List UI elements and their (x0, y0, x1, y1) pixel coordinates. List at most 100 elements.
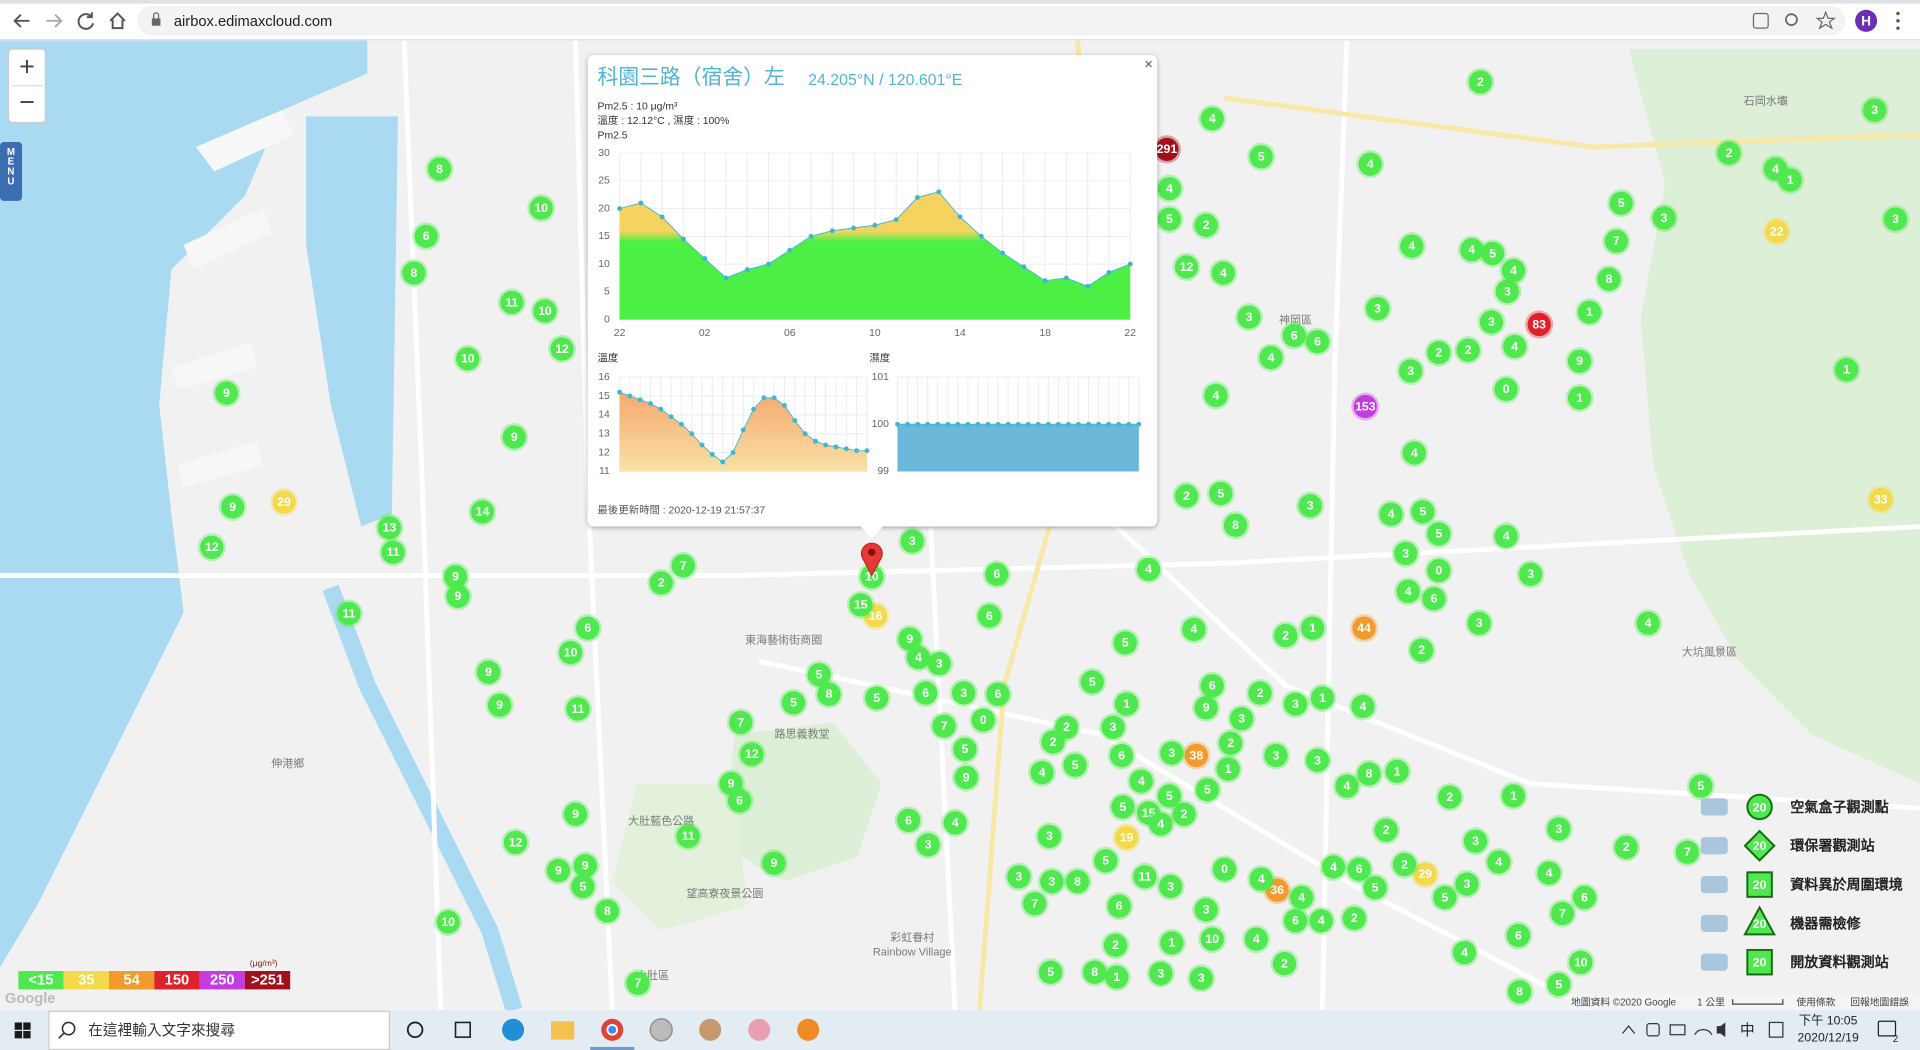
station-marker[interactable] (1374, 818, 1398, 842)
station-marker[interactable] (1479, 310, 1504, 334)
station-marker[interactable] (1200, 674, 1224, 698)
station-marker[interactable] (649, 571, 673, 595)
station-marker[interactable] (1272, 952, 1297, 976)
station-marker[interactable] (1342, 906, 1366, 930)
back-button[interactable] (13, 14, 30, 28)
station-marker[interactable] (729, 710, 753, 735)
station-marker[interactable] (1636, 611, 1660, 635)
station-marker[interactable] (1400, 234, 1424, 258)
home-button[interactable] (109, 12, 126, 30)
station-marker[interactable] (456, 347, 480, 371)
menu-tab[interactable] (0, 142, 23, 201)
station-marker[interactable] (860, 565, 884, 589)
station-marker[interactable] (1310, 686, 1335, 710)
station-marker[interactable] (1717, 141, 1741, 165)
station-marker[interactable] (1107, 894, 1131, 918)
station-marker[interactable] (1834, 358, 1859, 382)
volume-icon[interactable] (1716, 1022, 1726, 1038)
station-marker[interactable] (1410, 638, 1434, 662)
station-marker[interactable] (1347, 857, 1371, 882)
station-marker[interactable] (954, 765, 978, 790)
station-marker[interactable] (1765, 219, 1789, 244)
station-marker[interactable] (272, 490, 296, 514)
station-marker[interactable] (1305, 330, 1330, 354)
station-marker[interactable] (502, 425, 526, 449)
station-marker[interactable] (1572, 885, 1597, 910)
station-marker[interactable] (1438, 785, 1462, 809)
station-marker[interactable] (1402, 441, 1426, 465)
station-marker[interactable] (1158, 874, 1183, 899)
profile-initial[interactable]: H (1861, 14, 1871, 29)
task-view[interactable] (454, 1021, 472, 1038)
station-marker[interactable] (377, 516, 402, 540)
star-icon[interactable] (1815, 10, 1837, 30)
station-marker[interactable] (546, 858, 570, 883)
station-marker[interactable] (1597, 267, 1621, 291)
zoom-out[interactable]: − (19, 87, 35, 117)
profile-avatar[interactable] (1855, 9, 1878, 32)
translate-icon[interactable] (1752, 12, 1769, 29)
station-marker[interactable] (576, 616, 600, 640)
report-link[interactable]: 回報地圖錯誤 (1850, 995, 1909, 1008)
station-marker[interactable] (1385, 759, 1409, 784)
station-marker[interactable] (1335, 774, 1359, 798)
search-box[interactable] (48, 1010, 390, 1050)
station-marker[interactable] (977, 604, 1002, 628)
station-marker[interactable] (214, 381, 239, 405)
menu-dots[interactable] (1896, 11, 1900, 30)
popup-close[interactable]: × (1144, 57, 1153, 73)
station-marker[interactable] (932, 714, 956, 738)
station-marker[interactable] (1396, 579, 1420, 604)
station-marker[interactable] (1212, 857, 1237, 882)
station-marker[interactable] (1468, 70, 1493, 94)
station-marker[interactable] (1136, 557, 1161, 582)
explorer-icon[interactable] (551, 1021, 575, 1040)
station-marker[interactable] (807, 663, 831, 687)
search-placeholder[interactable]: 在這裡輸入文字來搜尋 (88, 1021, 235, 1039)
station-marker[interactable] (1038, 960, 1063, 984)
station-marker[interactable] (1111, 795, 1135, 819)
station-marker[interactable] (1157, 176, 1182, 201)
station-marker[interactable] (900, 529, 924, 553)
station-marker[interactable] (1083, 960, 1107, 984)
station-marker[interactable] (927, 652, 951, 676)
station-marker[interactable] (1194, 696, 1218, 720)
station-marker[interactable] (1264, 743, 1288, 768)
station-marker[interactable] (1283, 692, 1308, 716)
station-marker[interactable] (817, 682, 841, 706)
station-marker[interactable] (1547, 972, 1571, 997)
station-marker[interactable] (1467, 611, 1491, 635)
station-marker[interactable] (1200, 927, 1224, 951)
station-marker[interactable] (1352, 616, 1376, 640)
station-marker[interactable] (1567, 386, 1592, 410)
station-marker[interactable] (1182, 617, 1206, 642)
station-marker[interactable] (740, 742, 764, 766)
reload-button[interactable] (77, 12, 95, 30)
address-bar[interactable] (137, 6, 1846, 36)
station-marker[interactable] (1301, 616, 1325, 640)
station-marker[interactable] (1537, 861, 1561, 885)
start-button[interactable] (14, 1022, 31, 1039)
selected-pin[interactable] (860, 542, 883, 577)
station-marker[interactable] (1463, 829, 1488, 853)
station-marker[interactable] (1157, 784, 1182, 808)
station-marker[interactable] (1321, 855, 1346, 879)
station-marker[interactable] (1675, 840, 1699, 864)
station-marker[interactable] (1149, 812, 1173, 836)
station-marker[interactable] (943, 811, 967, 835)
station-marker[interactable] (1298, 494, 1322, 518)
station-marker[interactable] (1160, 741, 1184, 765)
station-marker[interactable] (1041, 730, 1065, 754)
station-marker[interactable] (1614, 835, 1638, 859)
app-icon[interactable] (649, 1018, 673, 1042)
forward-button[interactable] (46, 14, 63, 28)
station-marker[interactable] (1189, 966, 1213, 990)
clock-date[interactable]: 2020/12/19 (1798, 1031, 1859, 1045)
station-marker[interactable] (626, 971, 650, 995)
station-marker[interactable] (952, 681, 976, 705)
station-marker[interactable] (1394, 541, 1418, 566)
station-marker[interactable] (1427, 522, 1451, 546)
station-marker[interactable] (402, 261, 426, 285)
station-marker[interactable] (1433, 885, 1457, 910)
station-marker[interactable] (1129, 769, 1153, 793)
